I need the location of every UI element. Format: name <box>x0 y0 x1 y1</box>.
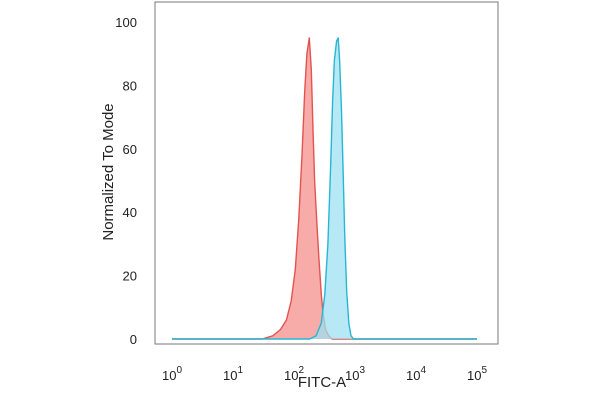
y-axis-ticks: 0 20 40 60 80 100 <box>115 15 137 347</box>
y-tick-label: 0 <box>130 332 137 347</box>
plot-frame <box>154 1 499 345</box>
y-tick-label: 60 <box>123 142 137 157</box>
series-2-line <box>172 37 477 340</box>
y-tick-label: 100 <box>115 15 137 30</box>
x-tick-label: 100 <box>162 365 182 383</box>
x-tick-label: 104 <box>406 365 426 383</box>
y-tick-label: 80 <box>123 78 137 93</box>
series-layer <box>172 37 477 340</box>
x-tick-label: 105 <box>467 365 487 383</box>
x-axis-ticks: 100 101 102 103 104 105 <box>162 365 487 383</box>
x-axis-label: FITC-A <box>298 374 346 391</box>
y-tick-label: 40 <box>123 205 137 220</box>
x-tick-label: 103 <box>345 365 365 383</box>
y-axis-label: Normalized To Mode <box>100 103 117 240</box>
y-tick-label: 20 <box>123 269 137 284</box>
x-tick-label: 101 <box>223 365 243 383</box>
x-tick-label: 102 <box>284 365 304 383</box>
